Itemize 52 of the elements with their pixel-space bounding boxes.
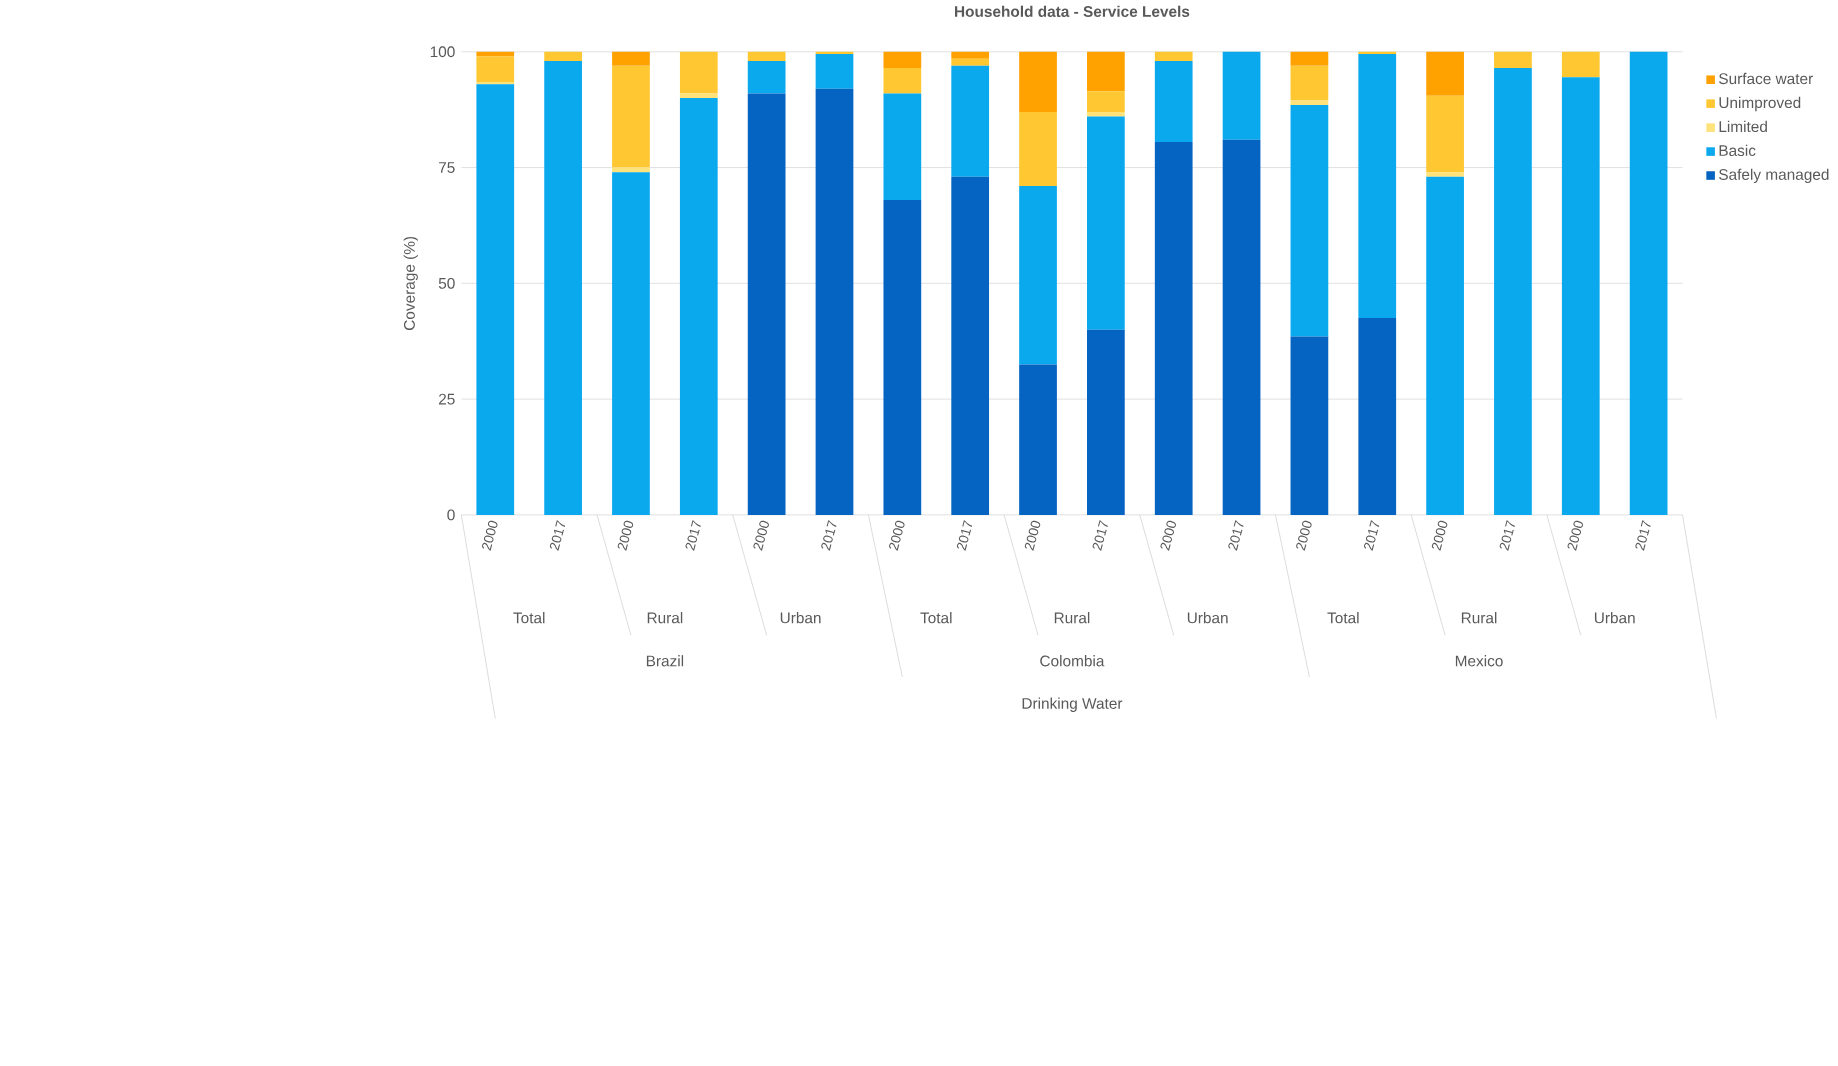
- bar: [1154, 61, 1193, 143]
- bar: [883, 68, 922, 94]
- bar: [951, 51, 990, 59]
- bar: [679, 93, 718, 99]
- bar: [1222, 51, 1261, 140]
- bar: [612, 65, 650, 168]
- bar: [1494, 51, 1532, 68]
- bar: [1494, 68, 1532, 515]
- bar: [1290, 100, 1329, 106]
- bar: [747, 51, 786, 62]
- bar: [951, 58, 990, 66]
- bar: [815, 54, 854, 89]
- bar: [1290, 336, 1329, 515]
- bar: [951, 65, 990, 177]
- bar: [1426, 95, 1464, 173]
- bar: [1154, 51, 1193, 62]
- bar: [1087, 116, 1125, 330]
- bar: [883, 51, 922, 68]
- bar: [544, 51, 582, 62]
- bar: [544, 61, 582, 515]
- bar: [951, 176, 990, 515]
- bar: [1019, 186, 1057, 365]
- bar: [815, 88, 854, 515]
- bar: [1087, 329, 1125, 515]
- bar: [1019, 364, 1057, 515]
- bar: [883, 199, 922, 515]
- bar: [1087, 91, 1125, 112]
- bar: [1426, 176, 1464, 515]
- bar: [1561, 77, 1600, 515]
- bar: [476, 56, 515, 82]
- bar: [883, 93, 922, 200]
- bar: [612, 172, 650, 515]
- bar: [1154, 142, 1193, 515]
- bar: [679, 98, 718, 515]
- bar: [1087, 51, 1125, 92]
- bar: [1629, 51, 1668, 515]
- bar: [1358, 54, 1397, 319]
- bar: [1087, 111, 1125, 117]
- bar: [1290, 51, 1329, 66]
- bar: [1358, 318, 1397, 515]
- bar: [747, 93, 786, 515]
- bar: [747, 61, 786, 94]
- bar: [1290, 105, 1329, 337]
- bar: [612, 51, 650, 66]
- bar: [1561, 51, 1600, 78]
- bar: [679, 51, 718, 94]
- bar: [1222, 139, 1261, 515]
- bar: [1426, 51, 1464, 96]
- bar: [476, 84, 515, 515]
- bar: [1019, 111, 1057, 187]
- bar: [1290, 65, 1329, 101]
- bar: [1019, 51, 1057, 112]
